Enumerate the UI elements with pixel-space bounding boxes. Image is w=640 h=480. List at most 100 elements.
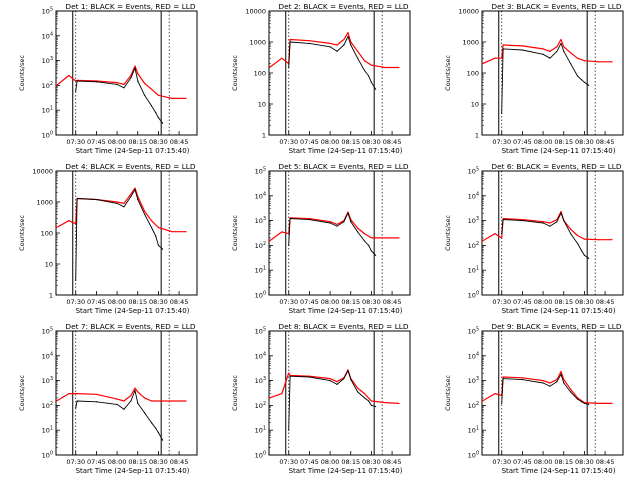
- plot-frame: [55, 170, 198, 296]
- lld-data-point: [144, 82, 146, 85]
- x-tick-label: 08:30: [575, 138, 594, 146]
- x-tick-label: 07:45: [87, 458, 106, 466]
- y-tick-label: 102: [42, 81, 53, 90]
- y-tick-label: 10: [258, 101, 266, 109]
- events-data-point: [155, 427, 157, 429]
- events-data-point: [343, 221, 345, 223]
- events-data-point: [521, 49, 524, 51]
- events-data-point: [155, 112, 157, 114]
- lld-data-point: [288, 372, 290, 374]
- events-data-point: [502, 218, 504, 221]
- events-data-point: [116, 202, 118, 205]
- lld-data-point: [494, 392, 496, 395]
- events-data-point: [155, 235, 157, 237]
- x-tick-label: 08:30: [149, 458, 168, 466]
- lld-data-point: [68, 392, 70, 395]
- lld-data-point: [350, 41, 352, 43]
- lld-data-point: [597, 61, 599, 63]
- events-data-point: [502, 48, 504, 50]
- x-tick-label: 08:45: [170, 298, 189, 306]
- events-data-point: [336, 50, 338, 52]
- x-tick-label: 07:30: [279, 458, 298, 466]
- lld-data-point: [570, 388, 572, 390]
- events-data-point: [549, 225, 551, 227]
- lld-data-point: [123, 83, 125, 85]
- events-data-point: [134, 67, 136, 69]
- x-tick-label: 08:00: [108, 298, 127, 306]
- lld-data-point: [560, 38, 562, 41]
- lld-data-point: [481, 63, 484, 65]
- lld-data-point: [134, 387, 136, 389]
- lld-data-point: [268, 397, 271, 399]
- lld-data-point: [560, 371, 562, 373]
- events-data-point: [357, 231, 359, 233]
- lld-data-point: [611, 239, 613, 241]
- lld-data-point: [134, 187, 136, 189]
- y-tick-label: 1: [49, 292, 53, 300]
- events-data-point: [576, 398, 579, 400]
- events-data-point: [157, 432, 160, 434]
- lld-data-point: [502, 376, 504, 378]
- events-data-point: [501, 232, 503, 235]
- y-axis-label: Counts/sec: [18, 55, 26, 91]
- plot-frame: [481, 330, 624, 456]
- events-data-point: [288, 244, 290, 246]
- events-data-point: [576, 242, 579, 245]
- events-data-point: [130, 400, 132, 402]
- lld-data-point: [185, 97, 187, 99]
- y-tick-label: 103: [255, 216, 266, 225]
- plot-frame: [268, 330, 411, 456]
- lld-data-point: [494, 57, 496, 59]
- events-series-line: [288, 212, 376, 256]
- events-data-point: [583, 81, 586, 83]
- events-data-point: [289, 218, 291, 220]
- lld-data-point: [329, 378, 331, 380]
- x-tick-label: 08:15: [341, 138, 360, 146]
- events-data-point: [576, 75, 579, 77]
- x-tick-label: 08:30: [362, 298, 381, 306]
- x-tick-label: 08:45: [596, 138, 615, 146]
- events-data-point: [350, 221, 352, 223]
- detector-panel-3: Det 3: BLACK = Events, RED = LLD 1 10 100 10…: [426, 0, 639, 160]
- events-data-point: [502, 378, 504, 380]
- lld-data-point: [597, 402, 599, 405]
- events-data-point: [336, 383, 338, 386]
- events-data-point: [134, 189, 136, 191]
- chart-title: Det 6: BLACK = Events, RED = LLD: [491, 162, 622, 171]
- x-axis-label: Start Time (24-Sep-11 07:15:40): [76, 467, 190, 475]
- events-data-point: [370, 404, 373, 406]
- lld-data-point: [370, 400, 373, 402]
- x-tick-label: 08:15: [554, 458, 573, 466]
- x-tick-label: 08:15: [554, 138, 573, 146]
- events-data-point: [123, 87, 125, 89]
- lld-data-point: [289, 217, 291, 219]
- lld-data-point: [150, 88, 153, 90]
- events-data-point: [329, 380, 331, 382]
- x-tick-label: 08:30: [362, 138, 381, 146]
- events-data-point: [130, 195, 132, 198]
- plot-frame: [55, 330, 198, 456]
- lld-data-point: [347, 211, 349, 213]
- y-tick-label: 101: [42, 106, 53, 115]
- lld-data-point: [576, 234, 579, 237]
- lld-data-point: [75, 80, 77, 82]
- x-tick-label: 08:30: [575, 298, 594, 306]
- x-tick-label: 07:45: [87, 298, 106, 306]
- x-tick-label: 08:30: [362, 458, 381, 466]
- y-tick-label: 103: [255, 376, 266, 385]
- events-data-point: [501, 402, 503, 405]
- detector-chart-1: Det 1: BLACK = Events, RED = LLD 100 101 10…: [18, 2, 198, 155]
- lld-data-point: [281, 392, 283, 395]
- events-data-point: [521, 378, 524, 381]
- lld-data-point: [157, 94, 160, 96]
- lld-data-point: [521, 45, 524, 47]
- detector-chart-4: Det 4: BLACK = Events, RED = LLD 1 10 100 10…: [18, 162, 198, 315]
- lld-data-point: [370, 64, 373, 66]
- y-tick-label: 102: [255, 241, 266, 250]
- x-tick-label: 08:00: [321, 138, 340, 146]
- chart-title: Det 2: BLACK = Events, RED = LLD: [278, 2, 409, 11]
- events-data-point: [347, 35, 349, 38]
- x-axis-label: Start Time (24-Sep-11 07:15:40): [289, 467, 403, 475]
- lld-data-point: [556, 218, 558, 221]
- lld-data-point: [336, 44, 338, 46]
